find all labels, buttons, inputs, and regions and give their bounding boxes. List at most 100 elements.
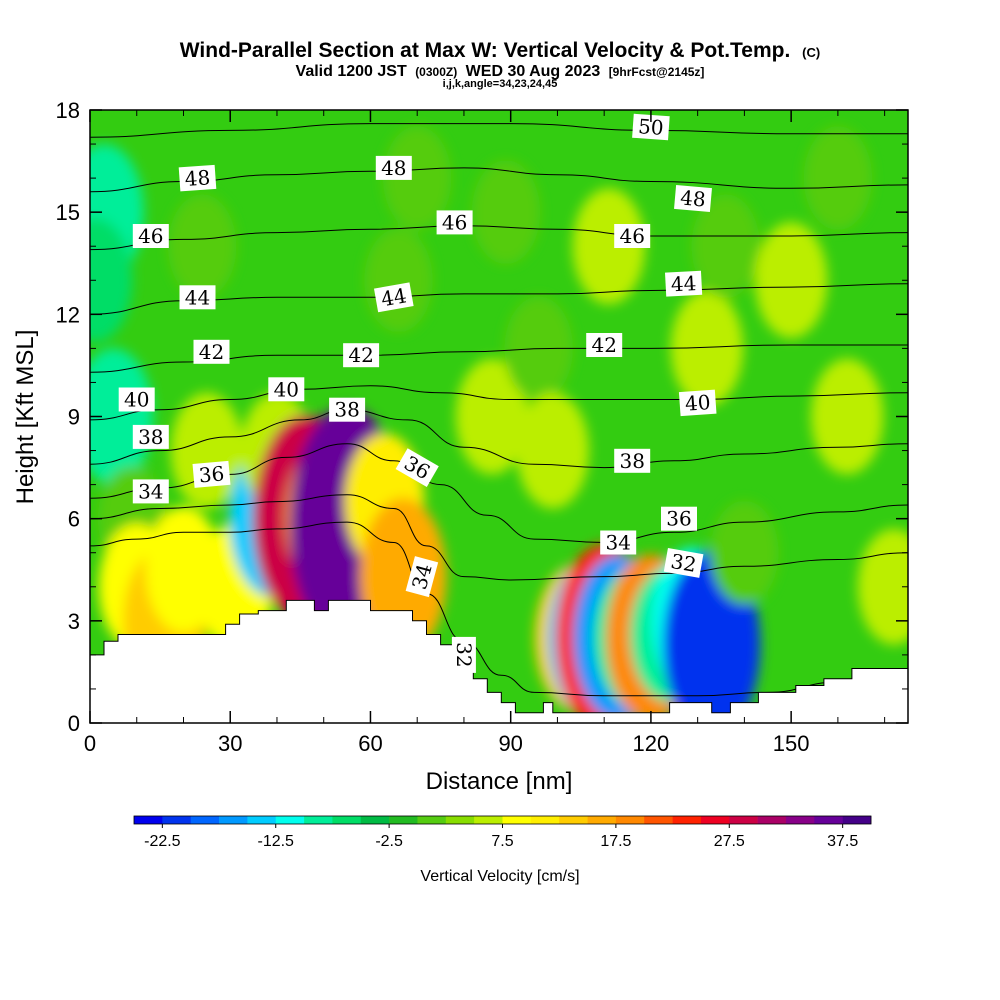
velocity-cell-36	[803, 126, 872, 230]
contour-label-box	[661, 506, 697, 531]
contour-label-9: 44	[664, 270, 703, 297]
contour-label-text: 40	[124, 388, 149, 412]
colorbar-swatch-20	[700, 816, 730, 824]
velocity-cell-35	[811, 358, 884, 475]
velocity-cell-34	[754, 222, 828, 339]
contour-label-box	[663, 547, 704, 578]
contour-label-box	[436, 210, 473, 235]
theta-contour-40	[90, 385, 908, 421]
chart-title-mark: (C)	[802, 45, 820, 60]
y-tick-label-9: 9	[68, 405, 80, 430]
x-tick-label-0: 0	[84, 731, 96, 756]
colorbar-swatch-4	[247, 816, 277, 824]
contour-label-text: 42	[199, 340, 224, 364]
contour-label-box	[179, 285, 216, 310]
contour-label-box	[678, 389, 717, 417]
colorbar-tick-label-27.5: 27.5	[714, 833, 745, 850]
contour-label-16: 38	[132, 424, 169, 449]
velocity-cell-39	[471, 160, 541, 264]
contour-label-box	[132, 479, 169, 504]
colorbar-swatch-9	[389, 816, 418, 824]
colorbar-swatch-16	[587, 816, 617, 824]
contour-label-text: 48	[184, 165, 211, 191]
contour-label-box	[614, 448, 651, 473]
y-axis-title: Height [Kft MSL]	[12, 330, 39, 505]
contour-label-3: 48	[674, 184, 712, 213]
colorbar-swatch-5	[275, 816, 305, 824]
contour-label-box	[614, 224, 651, 248]
velocity-cell-37	[857, 528, 908, 645]
contour-label-box	[664, 270, 703, 297]
velocity-cell-8	[168, 194, 237, 299]
contour-label-text: 34	[605, 531, 630, 555]
contour-label-text: 36	[666, 507, 691, 531]
contour-label-text: 46	[442, 210, 467, 234]
chart-subtitle: Valid 1200 JST (0300Z) WED 30 Aug 2023 […	[296, 63, 705, 80]
contour-label-box	[192, 460, 231, 488]
colorbar: -22.5 -12.5 -2.5 7.5 17.5 27.5 37.5	[133, 815, 872, 850]
colorbar-swatch-22	[757, 816, 787, 824]
contour-label-box	[132, 224, 169, 248]
x-axis: 0 30 60 90 120 150	[84, 110, 886, 756]
colorbar-swatch-18	[644, 816, 673, 824]
colorbar-tick-label-37.5: 37.5	[827, 833, 858, 850]
y-tick-label-3: 3	[68, 609, 80, 634]
colorbar-swatch-0	[134, 816, 163, 824]
subtitle-forecast: [9hrFcst@2145z]	[609, 65, 705, 79]
y-tick-label-12: 12	[56, 302, 80, 327]
contour-label-box	[375, 155, 412, 180]
contour-label-14: 40	[268, 377, 305, 402]
contour-label-text: 38	[619, 449, 644, 473]
contour-label-box	[405, 556, 439, 598]
contour-label-11: 42	[343, 343, 380, 368]
velocity-cell-19	[455, 358, 529, 475]
contour-label-box	[586, 333, 623, 357]
theta-contour-32	[90, 521, 908, 697]
theta-contour-36	[90, 443, 908, 544]
colorbar-swatch-6	[304, 816, 333, 824]
contour-label-box	[600, 530, 637, 555]
contour-label-text: 44	[185, 285, 210, 309]
contour-label-box	[343, 343, 380, 368]
x-axis-title: Distance [nm]	[426, 768, 573, 795]
colorbar-tick-label--12.5: -12.5	[257, 833, 294, 850]
contour-label-box	[329, 397, 366, 422]
y-tick-label-6: 6	[68, 507, 80, 532]
contour-label-10: 42	[193, 339, 230, 364]
colorbar-swatch-19	[672, 816, 702, 824]
contour-label-0: 48	[178, 164, 217, 192]
contour-label-text: 32	[669, 549, 698, 577]
velocity-cell-21	[516, 392, 589, 509]
velocity-cell-38	[710, 500, 779, 605]
contour-label-25: 32	[663, 547, 704, 578]
contour-label-box	[373, 282, 414, 313]
colorbar-swatch-12	[474, 816, 503, 824]
subtitle-zulu: (0300Z)	[415, 65, 457, 79]
contour-label-24: 34	[600, 530, 637, 555]
chart-title: Wind-Parallel Section at Max W: Vertical…	[180, 39, 820, 62]
contour-label-text: 38	[334, 398, 359, 422]
contour-label-box	[674, 184, 712, 213]
chart-subtitle-indices: i,j,k,angle=34,23,24,45	[443, 78, 558, 90]
contour-label-text: 36	[198, 461, 225, 487]
contour-label-text: 46	[619, 224, 644, 248]
contour-label-text: 40	[684, 390, 711, 416]
contour-label-text: 44	[379, 283, 408, 311]
contour-label-21: 36	[661, 506, 697, 531]
contour-label-box	[193, 339, 230, 364]
colorbar-swatch-3	[219, 816, 248, 824]
y-tick-label-18: 18	[56, 98, 80, 123]
colorbar-tick-label--2.5: -2.5	[375, 833, 403, 850]
velocity-cell-18	[383, 126, 452, 230]
colorbar-swatch-25	[842, 816, 872, 824]
colorbar-swatch-23	[785, 816, 815, 824]
velocity-cell-32	[670, 290, 744, 407]
x-tick-label-120: 120	[633, 731, 670, 756]
x-tick-label-60: 60	[358, 731, 382, 756]
contour-label-text: 42	[591, 333, 616, 357]
contour-label-5: 46	[436, 210, 473, 235]
